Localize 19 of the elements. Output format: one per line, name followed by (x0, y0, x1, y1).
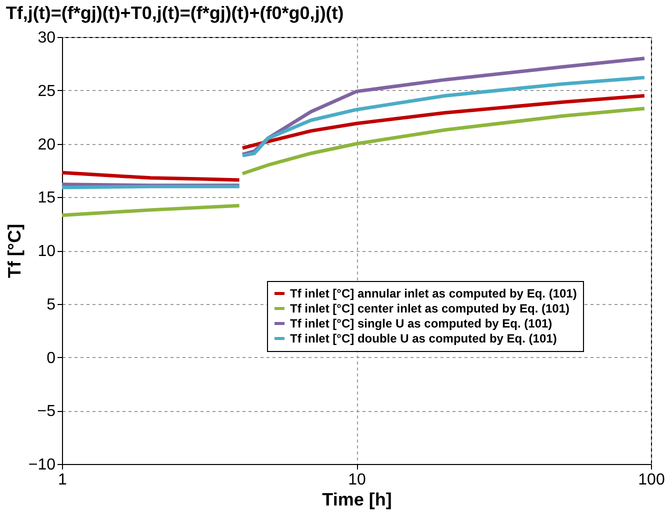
x-tick-label: 1 (58, 472, 68, 488)
legend-label: Tf inlet [°C] center inlet as computed by Eq. (101) (290, 302, 570, 316)
x-tick-label: 10 (348, 472, 366, 488)
y-tick-label: 0 (46, 350, 56, 367)
y-tick-label: 20 (38, 136, 56, 154)
y-tick-label: −10 (28, 456, 56, 474)
y-tick-label: 15 (38, 190, 56, 207)
legend-label: Tf inlet [°C] annular inlet as computed by Eq. (101) (290, 286, 577, 300)
y-tick-label: −5 (37, 403, 56, 420)
y-axis-title: Tf [°C] (4, 224, 24, 278)
y-tick-label: 10 (38, 243, 56, 260)
chart-title: Tf,j(t)=(f*gj)(t)+T0,j(t)=(f*gj)(t)+(f0*g0,j)(t) (6, 3, 344, 23)
legend-label: Tf inlet [°C] single U as computed by Eq. (101) (290, 316, 552, 330)
x-tick-label: 100 (638, 472, 665, 488)
legend-label: Tf inlet [°C] double U as computed by Eq. (101) (290, 332, 557, 346)
x-axis-title: Time [h] (322, 490, 392, 510)
y-tick-label: 30 (38, 30, 56, 46)
y-tick-label: 25 (38, 82, 56, 100)
y-tick-label: 5 (46, 296, 56, 314)
